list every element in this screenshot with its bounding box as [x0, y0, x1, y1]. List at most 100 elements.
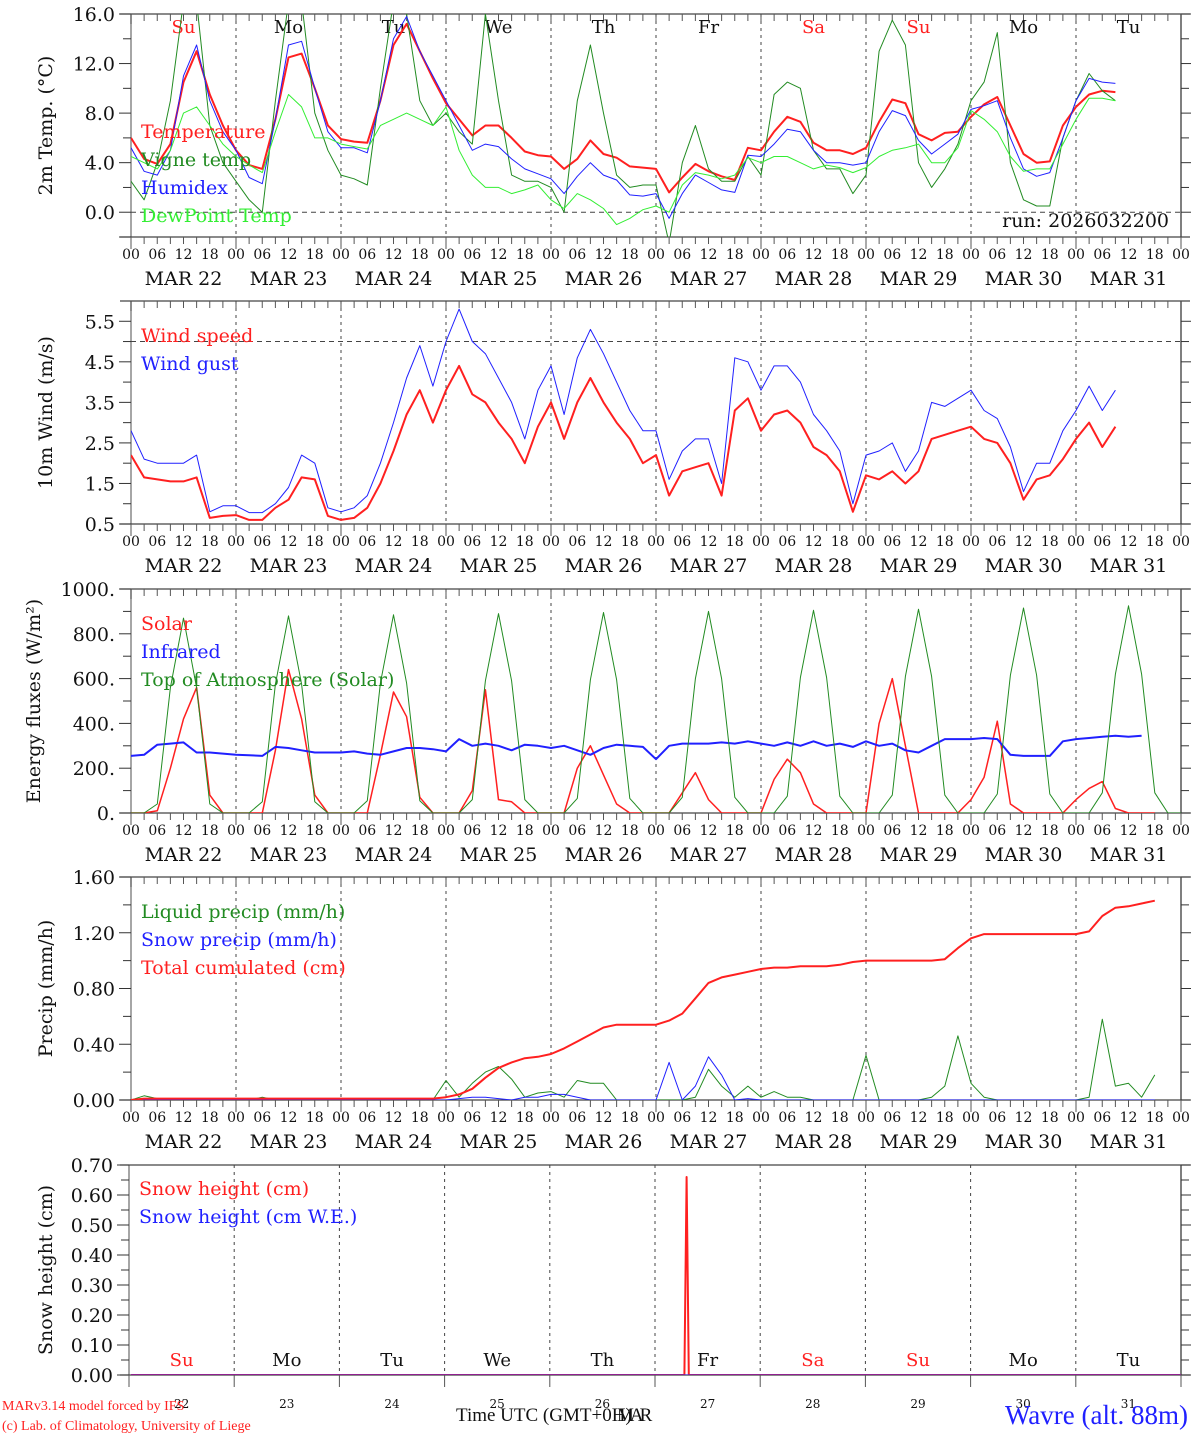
y-tick-label: 2.5 — [85, 433, 115, 455]
hour-tick-label: 06 — [358, 534, 376, 550]
hour-tick-label: 06 — [1093, 823, 1111, 839]
day-name-label: We — [483, 1350, 511, 1371]
hour-tick-label: 00 — [332, 534, 350, 550]
date-label: MAR 23 — [250, 1131, 328, 1153]
hour-tick-label: 06 — [148, 823, 166, 839]
hour-tick-label: 18 — [936, 823, 954, 839]
y-tick-label: 12.0 — [73, 54, 115, 76]
day-number-label: 26 — [595, 1397, 610, 1411]
hour-tick-label: 18 — [936, 247, 954, 263]
hour-tick-label: 06 — [358, 1110, 376, 1126]
date-label: MAR 28 — [775, 555, 853, 577]
y-axis-title: 2m Temp. (°C) — [35, 56, 57, 196]
hour-tick-label: 06 — [568, 247, 586, 263]
hour-tick-label: 00 — [962, 534, 980, 550]
date-label: MAR 30 — [985, 844, 1063, 866]
hour-tick-label: 06 — [148, 534, 166, 550]
series-line-snow-precip-mm-h — [131, 1056, 1155, 1100]
hour-tick-label: 00 — [227, 1110, 245, 1126]
hour-tick-label: 12 — [490, 823, 508, 839]
hour-tick-label: 18 — [621, 1110, 639, 1126]
legend-entry: Liquid precip (mm/h) — [141, 901, 345, 923]
date-label: MAR 26 — [565, 555, 643, 577]
y-tick-label: 1000. — [61, 579, 115, 601]
y-tick-label: 3.5 — [85, 392, 115, 414]
date-label: MAR 29 — [880, 268, 958, 290]
hour-tick-label: 00 — [437, 1110, 455, 1126]
hour-tick-label: 00 — [227, 247, 245, 263]
day-number-label: 22 — [174, 1397, 189, 1411]
hour-tick-label: 12 — [910, 534, 928, 550]
hour-tick-label: 18 — [516, 1110, 534, 1126]
y-tick-label: 0.0 — [85, 202, 115, 224]
date-label: MAR 31 — [1090, 268, 1168, 290]
hour-tick-label: 06 — [1093, 1110, 1111, 1126]
date-label: MAR 24 — [355, 844, 433, 866]
hour-tick-label: 00 — [542, 534, 560, 550]
hour-tick-label: 12 — [175, 823, 193, 839]
y-tick-label: 0.40 — [73, 1034, 115, 1056]
hour-tick-label: 00 — [647, 247, 665, 263]
hour-tick-label: 06 — [883, 247, 901, 263]
hour-tick-label: 00 — [542, 247, 560, 263]
y-tick-label: 1.60 — [73, 867, 115, 889]
y-axis-title: Snow height (cm) — [35, 1185, 57, 1355]
hour-tick-label: 18 — [831, 247, 849, 263]
day-name-label: Su — [907, 17, 931, 38]
day-number-label: 31 — [1121, 1397, 1136, 1411]
date-label: MAR 29 — [880, 1131, 958, 1153]
hour-tick-label: 18 — [201, 823, 219, 839]
hour-tick-label: 06 — [463, 1110, 481, 1126]
day-name-label: Sa — [801, 1350, 824, 1371]
date-label: MAR 22 — [145, 844, 223, 866]
hour-tick-label: 00 — [647, 1110, 665, 1126]
hour-tick-label: 18 — [621, 823, 639, 839]
y-tick-label: 400. — [73, 713, 115, 735]
day-name-label: Tu — [382, 17, 406, 38]
y-tick-label: 0.00 — [71, 1365, 113, 1387]
hour-tick-label: 18 — [1041, 247, 1059, 263]
day-name-label: Mo — [1009, 17, 1038, 38]
day-name-label: Tu — [1117, 1350, 1141, 1371]
time-axis-label: Time UTC (GMT+0H) — [456, 1405, 632, 1426]
day-name-label: Su — [172, 17, 196, 38]
hour-tick-label: 18 — [411, 534, 429, 550]
date-label: MAR 29 — [880, 844, 958, 866]
hour-tick-label: 12 — [385, 247, 403, 263]
day-name-label: Th — [591, 1350, 615, 1371]
date-label: MAR 31 — [1090, 844, 1168, 866]
hour-tick-label: 12 — [385, 823, 403, 839]
legend-entry: Wind gust — [141, 353, 239, 375]
hour-tick-label: 18 — [621, 247, 639, 263]
y-tick-label: 0.00 — [73, 1090, 115, 1112]
y-axis-title: Precip (mm/h) — [35, 920, 57, 1058]
date-label: MAR 28 — [775, 268, 853, 290]
hour-tick-label: 12 — [805, 534, 823, 550]
legend-entry: Infrared — [141, 641, 221, 663]
y-tick-label: 600. — [73, 669, 115, 691]
hour-tick-label: 00 — [1172, 1110, 1190, 1126]
hour-tick-label: 06 — [778, 534, 796, 550]
y-tick-label: 0. — [97, 803, 115, 825]
hour-tick-label: 12 — [175, 247, 193, 263]
hour-tick-label: 06 — [673, 823, 691, 839]
hour-tick-label: 00 — [437, 534, 455, 550]
day-number-label: 27 — [700, 1397, 715, 1411]
legend-entry: Snow precip (mm/h) — [141, 929, 337, 951]
date-label: MAR 26 — [565, 844, 643, 866]
day-number-label: 30 — [1016, 1397, 1031, 1411]
hour-tick-label: 18 — [936, 1110, 954, 1126]
hour-tick-label: 00 — [1172, 823, 1190, 839]
hour-tick-label: 06 — [253, 247, 271, 263]
run-annotation: run: 2026032200 — [1002, 210, 1169, 232]
hour-tick-label: 12 — [910, 1110, 928, 1126]
y-tick-label: 0.60 — [71, 1185, 113, 1207]
hour-tick-label: 00 — [542, 823, 560, 839]
day-name-label: Su — [170, 1350, 194, 1371]
y-tick-label: 0.20 — [71, 1305, 113, 1327]
hour-tick-label: 06 — [673, 1110, 691, 1126]
hour-tick-label: 12 — [910, 247, 928, 263]
hour-tick-label: 12 — [385, 534, 403, 550]
hour-tick-label: 12 — [700, 247, 718, 263]
